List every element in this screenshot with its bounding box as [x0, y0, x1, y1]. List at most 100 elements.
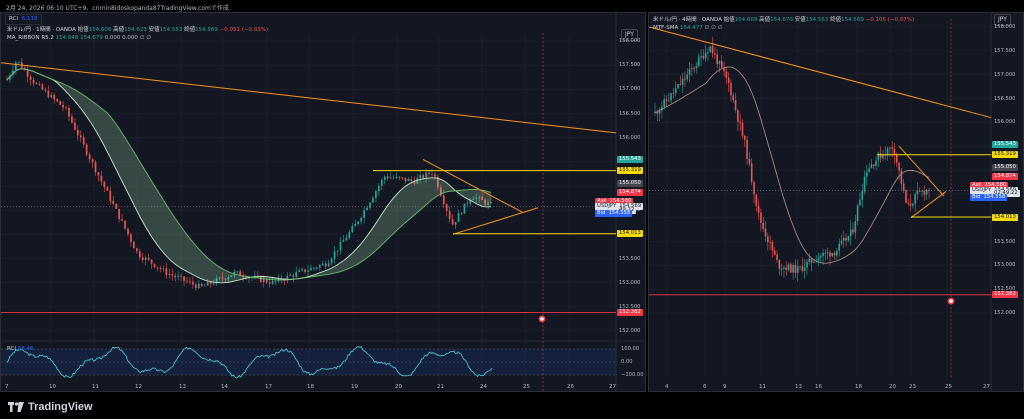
candle-body: [875, 160, 877, 167]
candle-body: [65, 107, 67, 109]
candle-body: [727, 77, 730, 83]
candle-body: [870, 164, 873, 169]
candle-body: [437, 176, 439, 188]
right-chart-canvas[interactable]: [649, 13, 1023, 391]
currency-badge[interactable]: JPY: [621, 29, 638, 41]
trendline: [649, 26, 992, 119]
price-label-value: 154.558: [983, 193, 1006, 200]
candle-body: [271, 280, 274, 284]
time-tick: 12: [135, 384, 142, 390]
candle-body: [723, 67, 725, 72]
candle-body: [663, 99, 666, 107]
candle-body: [183, 276, 185, 281]
candle-body: [688, 69, 691, 75]
time-tick: 13: [795, 384, 802, 390]
price-tick: 158.000: [619, 38, 641, 44]
candle-body: [757, 205, 760, 213]
right-symbol-title[interactable]: 米ドル/円 · 4時間 · OANDA: [653, 17, 722, 23]
candle-body: [849, 229, 852, 236]
candle-body: [746, 139, 748, 160]
price-tick: 156.500: [994, 95, 1016, 102]
candle-body: [106, 187, 109, 191]
candle-body: [921, 191, 923, 192]
candle-body: [357, 221, 360, 224]
time-tick: 24: [480, 384, 487, 390]
price-label-value: 155.543: [619, 156, 641, 163]
candle-body: [221, 277, 224, 279]
candle-body: [863, 176, 866, 192]
candle-body: [310, 267, 312, 271]
candle-body: [177, 276, 180, 278]
candle-body: [801, 266, 804, 271]
right-chart-panel[interactable]: 米ドル/円 · 4時間 · OANDA 始値154.669 高値154.670 …: [648, 12, 1024, 392]
candle-body: [265, 279, 268, 283]
trendline: [1, 62, 617, 134]
candle-body: [902, 183, 905, 190]
candle-body: [861, 191, 864, 200]
candle-body: [17, 62, 20, 63]
price-label-value: 155.543: [994, 140, 1016, 147]
candle-body: [787, 264, 790, 271]
candle-body: [109, 190, 112, 201]
rci-line: [6, 346, 493, 379]
candle-body: [150, 259, 153, 264]
ma-value-3: 0.000: [104, 35, 121, 41]
price-label: 154.874: [617, 188, 643, 196]
tradingview-logo[interactable]: TradingView: [8, 401, 93, 413]
candle-body: [654, 111, 656, 113]
rci-name[interactable]: RCI: [7, 346, 17, 352]
price-label: Bid 154.558: [595, 210, 633, 218]
candle-body: [838, 243, 841, 251]
candle-body: [905, 189, 907, 203]
currency-badge[interactable]: JPY: [994, 14, 1011, 26]
candle-body: [375, 191, 377, 198]
price-label: 154.013: [617, 230, 643, 238]
rci-indicator-badge[interactable]: RCI 6,118: [5, 14, 42, 25]
price-tick: 157.000: [994, 71, 1016, 78]
candle-body: [794, 264, 797, 273]
candle-body: [298, 270, 301, 272]
candle-body: [792, 264, 794, 273]
candle-body: [413, 180, 416, 184]
candle-body: [815, 261, 817, 263]
candle-body: [490, 202, 492, 204]
candle-body: [889, 147, 891, 149]
candle-body: [854, 221, 857, 233]
candle-body: [716, 54, 718, 65]
candle-body: [755, 194, 758, 206]
candle-body: [679, 84, 682, 85]
candle-body: [12, 70, 14, 76]
ma-slow-line: [6, 68, 492, 281]
candle-body: [753, 181, 755, 195]
open-value: 154.669: [734, 17, 758, 23]
price-label: 154.874: [992, 172, 1018, 180]
candle-body: [351, 226, 354, 233]
time-tick: 9: [723, 384, 727, 390]
candle-body: [239, 271, 241, 277]
candle-body: [209, 281, 212, 284]
tradingview-brand-text: TradingView: [28, 401, 93, 413]
candle-body: [136, 248, 138, 252]
high-label: 高値: [759, 17, 771, 23]
candle-body: [833, 252, 836, 256]
left-chart-panel[interactable]: RCI 6,118 米ドル/円 · 1時間 · OANDA 始値154.600 …: [0, 12, 646, 392]
candle-body: [422, 175, 424, 178]
price-tick: 153.000: [619, 279, 641, 286]
candle-body: [354, 223, 357, 227]
candle-body: [71, 116, 73, 123]
left-chart-canvas[interactable]: [1, 13, 645, 391]
candle-body: [658, 110, 661, 114]
candle-body: [330, 258, 333, 264]
candle-body: [85, 144, 88, 155]
candle-body: [138, 251, 141, 258]
candle-body: [50, 94, 53, 98]
candle-body: [262, 279, 265, 282]
mtf-sma-name[interactable]: MTF-SMA: [653, 25, 679, 31]
time-tick: 19: [351, 384, 358, 390]
low-value: 154.553: [159, 27, 183, 33]
high-value: 154.623: [124, 27, 147, 33]
right-ohlc-legend: 米ドル/円 · 4時間 · OANDA 始値154.669 高値154.670 …: [653, 16, 914, 24]
ma-ribbon-name[interactable]: MA_RIBBON R5.2: [7, 35, 54, 41]
candle-body: [62, 104, 64, 108]
left-symbol-title[interactable]: 米ドル/円 · 1時間 · OANDA: [7, 27, 76, 33]
